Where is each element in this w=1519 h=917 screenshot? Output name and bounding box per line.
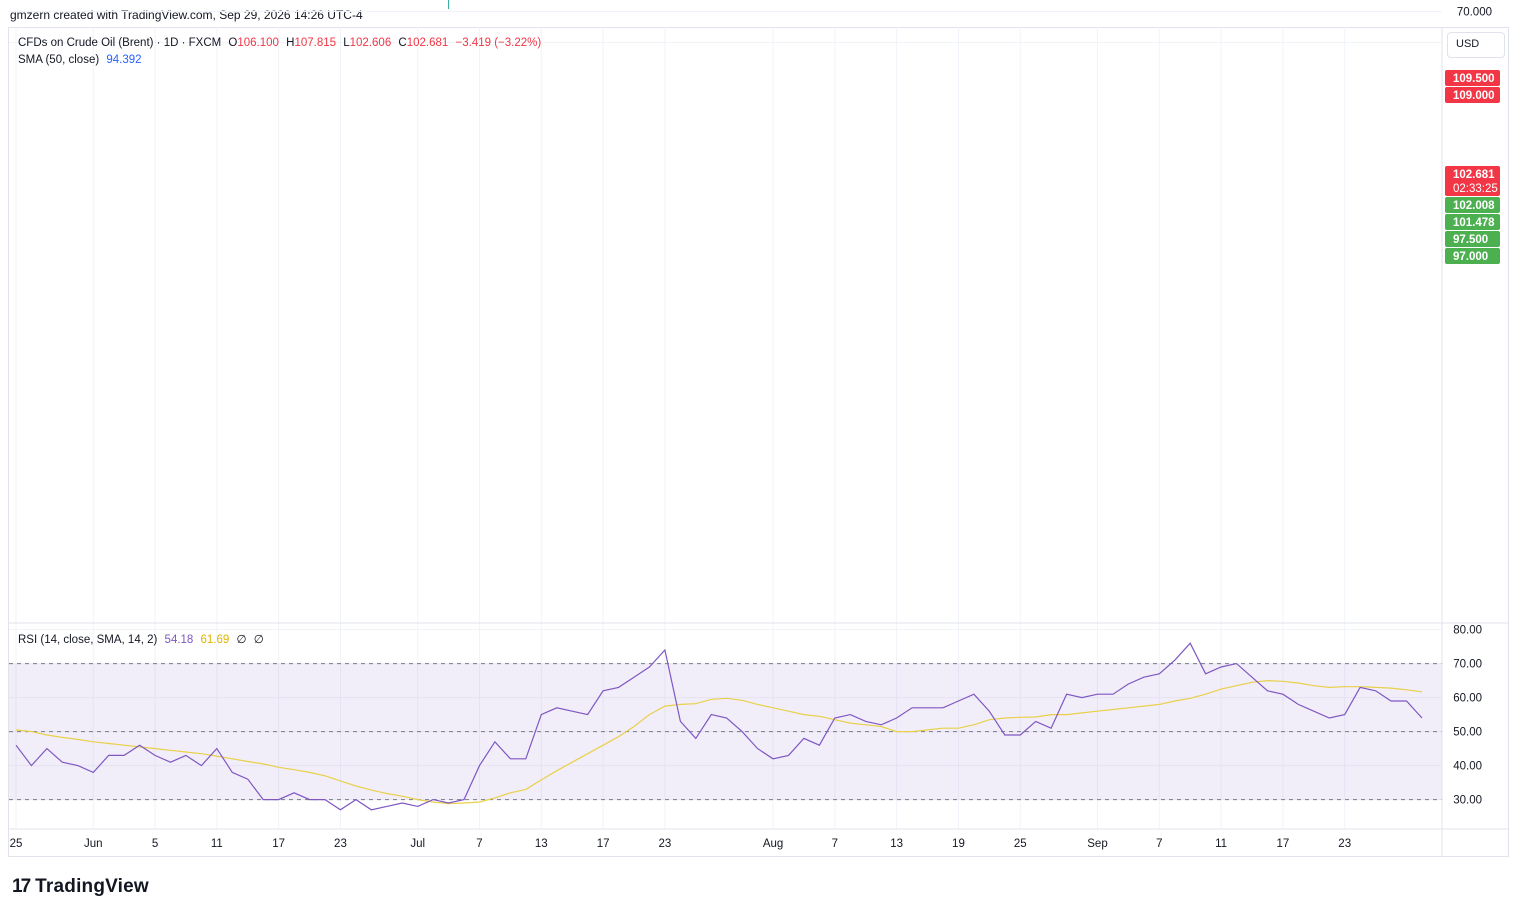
rsi-legend-extra2: ∅ bbox=[253, 634, 264, 646]
time-tick-label: 19 bbox=[952, 838, 965, 850]
price-label-bg bbox=[1445, 248, 1500, 264]
time-tick-label: 17 bbox=[272, 838, 285, 850]
rsi-legend: RSI (14, close, SMA, 14, 2) 54.18 61.69 … bbox=[18, 632, 264, 646]
rsi-legend-label[interactable]: RSI (14, close, SMA, 14, 2) bbox=[18, 634, 158, 646]
rsi-lines bbox=[15, 642, 1423, 811]
time-tick-label: 23 bbox=[1338, 838, 1351, 850]
rsi-tick-label: 60.00 bbox=[1453, 693, 1482, 705]
time-tick-label: Sep bbox=[1087, 838, 1107, 850]
price-label-bg bbox=[1445, 231, 1500, 247]
time-tick-label: 23 bbox=[334, 838, 347, 850]
rsi-tick-label: 70.00 bbox=[1453, 659, 1482, 671]
close-value: 102.681 bbox=[406, 37, 449, 49]
sma-legend-value: 94.392 bbox=[106, 54, 142, 66]
price-labels: 109.500 109.000 102.681 02:33:25 102.008 101.… bbox=[1445, 70, 1500, 264]
currency-button[interactable]: USD bbox=[1447, 32, 1505, 58]
rsi-legend-extra1: ∅ bbox=[236, 634, 247, 646]
time-tick-label: 7 bbox=[1156, 838, 1162, 850]
time-tick-label: 5 bbox=[152, 838, 158, 850]
candles bbox=[448, 0, 450, 10]
time-tick-label: 11 bbox=[211, 838, 223, 850]
price-label: 102.008 bbox=[1453, 200, 1495, 212]
time-tick-label: 7 bbox=[832, 838, 838, 850]
symbol-name[interactable]: CFDs on Crude Oil (Brent) · 1D · FXCM bbox=[18, 37, 222, 49]
tradingview-logo-icon: 17 bbox=[12, 876, 31, 897]
countdown-label: 02:33:25 bbox=[1453, 183, 1498, 195]
open-label: O bbox=[228, 37, 238, 49]
low-label: L bbox=[343, 37, 350, 49]
price-label: 109.000 bbox=[1453, 90, 1495, 102]
time-tick-label: 11 bbox=[1215, 838, 1227, 850]
time-tick-label: Aug bbox=[763, 838, 783, 850]
change-value: −3.419 (−3.22%) bbox=[455, 37, 542, 49]
rsi-tick-label: 30.00 bbox=[1453, 795, 1482, 807]
rsi-tick-label: 40.00 bbox=[1453, 761, 1482, 773]
time-tick-label: 25 bbox=[1014, 838, 1027, 850]
rsi-tick-label: 80.00 bbox=[1453, 625, 1482, 637]
time-tick-label: 7 bbox=[476, 838, 482, 850]
rsi-sma-line bbox=[15, 679, 1423, 805]
sma-legend-label[interactable]: SMA (50, close) bbox=[18, 54, 100, 66]
time-tick-label: 13 bbox=[890, 838, 903, 850]
price-label: 97.500 bbox=[1453, 234, 1488, 246]
time-tick-label: 23 bbox=[659, 838, 672, 850]
rsi-line bbox=[15, 642, 1423, 811]
chart-frame[interactable] bbox=[8, 27, 1509, 857]
rsi-bands bbox=[9, 663, 1442, 801]
high-value: 107.815 bbox=[294, 37, 337, 49]
high-label: H bbox=[286, 37, 295, 49]
rsi-sma-legend-value: 61.69 bbox=[200, 634, 230, 646]
price-label-bg bbox=[1445, 70, 1500, 86]
rsi-legend-value: 54.18 bbox=[164, 634, 194, 646]
time-tick-label: Jul bbox=[410, 838, 425, 850]
price-label-bg bbox=[1445, 214, 1500, 230]
tradingview-logo-text: TradingView bbox=[35, 876, 149, 897]
price-label-bg bbox=[1445, 166, 1500, 196]
price-label-bg bbox=[1445, 87, 1500, 103]
rsi-tick-label: 50.00 bbox=[1453, 727, 1482, 739]
price-legend: CFDs on Crude Oil (Brent) · 1D · FXCM O1… bbox=[18, 35, 541, 69]
time-tick-label: 25 bbox=[10, 838, 23, 850]
tradingview-logo[interactable]: 17 TradingView bbox=[12, 876, 149, 898]
price-label: 97.000 bbox=[1453, 251, 1488, 263]
time-tick-label: Jun bbox=[84, 838, 103, 850]
time-tick-label: 17 bbox=[597, 838, 610, 850]
price-label: 102.681 bbox=[1453, 169, 1495, 181]
price-label-bg bbox=[1445, 197, 1500, 213]
open-value: 106.100 bbox=[237, 37, 279, 49]
time-tick-label: 17 bbox=[1277, 838, 1290, 850]
time-tick-label: 13 bbox=[535, 838, 548, 850]
price-label: 101.478 bbox=[1453, 217, 1495, 229]
price-tick-label: 70.000 bbox=[1457, 7, 1492, 19]
price-label: 109.500 bbox=[1453, 73, 1495, 85]
low-value: 102.606 bbox=[349, 37, 392, 49]
close-label: C bbox=[398, 37, 407, 49]
